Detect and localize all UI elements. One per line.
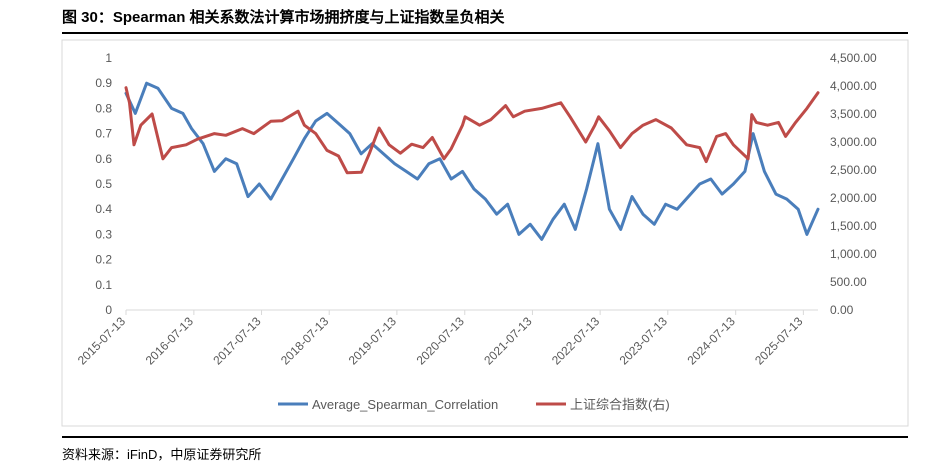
left-tick-label: 0.7	[95, 127, 112, 141]
right-tick-label: 2,500.00	[830, 163, 877, 177]
legend-index-label: 上证综合指数(右)	[570, 397, 670, 412]
left-axis: 0 0.1 0.2 0.3 0.4 0.5 0.6 0.7 0.8 0.9 1	[95, 51, 112, 317]
right-tick-label: 500.00	[830, 275, 867, 289]
left-tick-label: 1	[105, 51, 112, 65]
right-tick-label: 1,000.00	[830, 247, 877, 261]
right-tick-label: 2,000.00	[830, 191, 877, 205]
index-series-line	[124, 86, 820, 175]
plot-area	[124, 81, 820, 241]
left-tick-label: 0	[105, 303, 112, 317]
right-tick-label: 4,500.00	[830, 51, 877, 65]
left-tick-label: 0.9	[95, 76, 112, 90]
right-tick-label: 1,500.00	[830, 219, 877, 233]
legend: Average_Spearman_Correlation 上证综合指数(右)	[278, 397, 670, 412]
right-tick-label: 0.00	[830, 303, 854, 317]
left-tick-label: 0.1	[95, 278, 112, 292]
right-tick-label: 3,000.00	[830, 135, 877, 149]
right-axis: 0.00 500.00 1,000.00 1,500.00 2,000.00 2,500.…	[830, 51, 877, 317]
left-tick-label: 0.6	[95, 152, 112, 166]
source-note: 资料来源：iFinD，中原证券研究所	[62, 447, 262, 462]
page-title: 图 30：Spearman 相关系数法计算市场拥挤度与上证指数呈负相关	[62, 9, 505, 26]
legend-correlation-label: Average_Spearman_Correlation	[312, 397, 498, 412]
footer-divider	[62, 436, 908, 438]
correlation-series-line	[124, 81, 820, 241]
title-divider	[62, 32, 908, 34]
left-tick-label: 0.3	[95, 227, 112, 241]
left-tick-label: 0.4	[95, 202, 112, 216]
left-tick-label: 0.2	[95, 253, 112, 267]
chart-frame	[61, 39, 909, 427]
left-tick-label: 0.8	[95, 101, 112, 115]
right-tick-label: 3,500.00	[830, 107, 877, 121]
right-tick-label: 4,000.00	[830, 79, 877, 93]
left-tick-label: 0.5	[95, 177, 112, 191]
